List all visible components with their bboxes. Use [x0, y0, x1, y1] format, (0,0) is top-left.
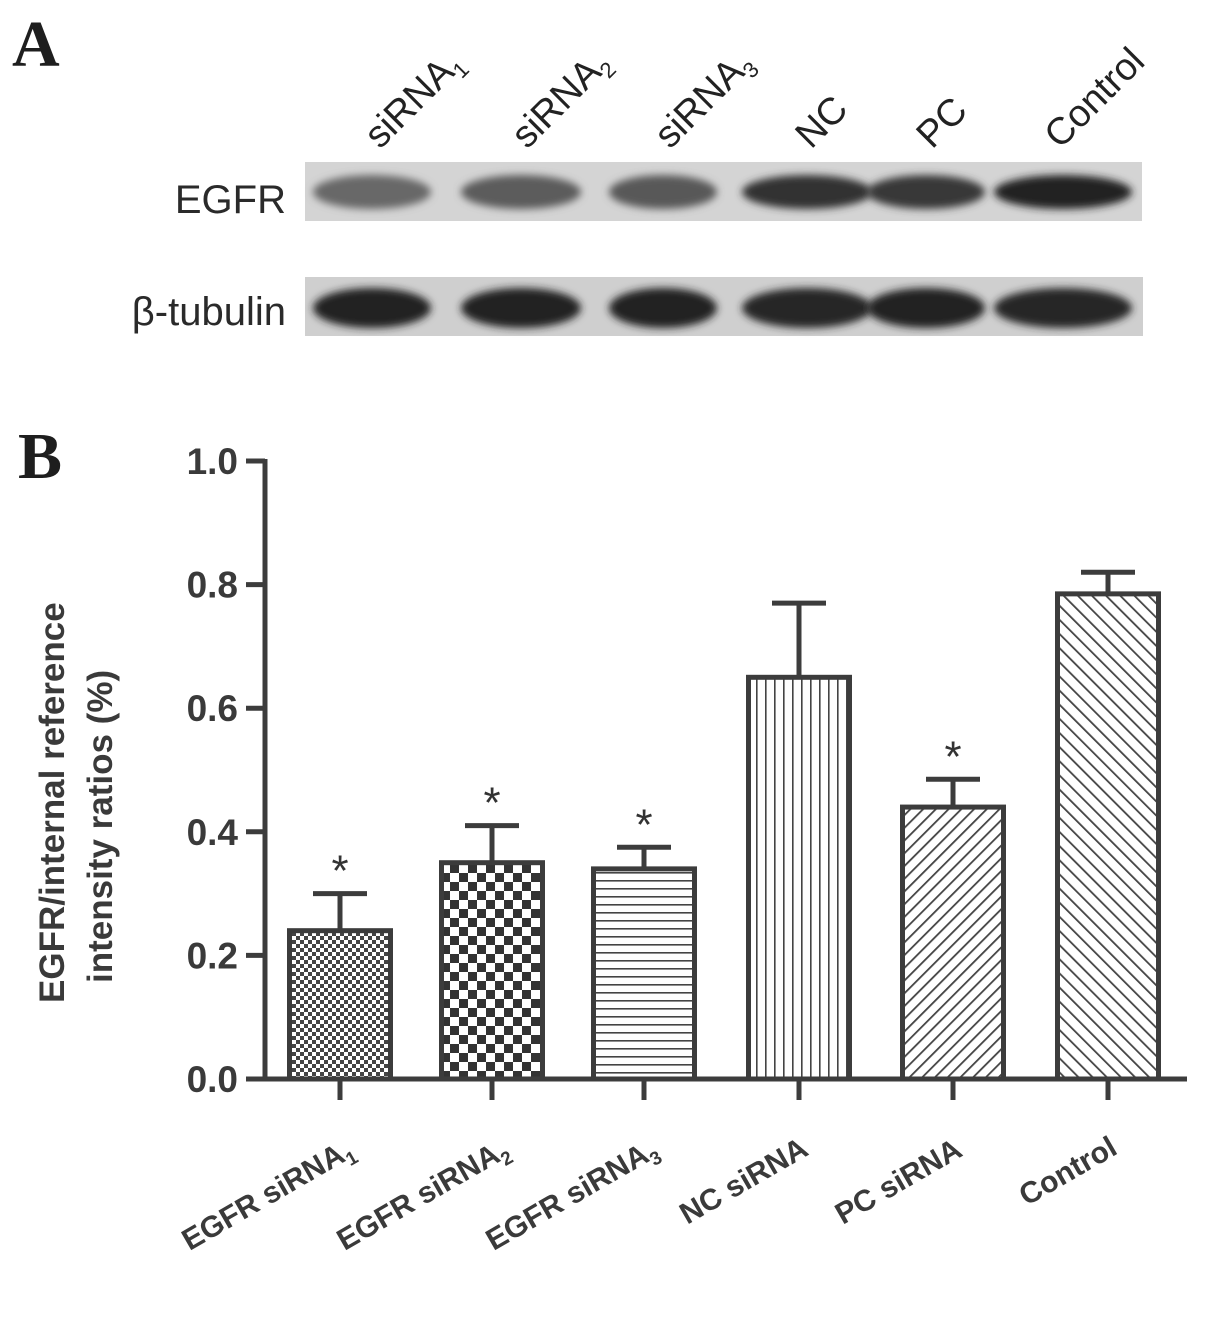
blot-band	[867, 175, 985, 209]
y-tick-label: 0.8	[187, 565, 238, 606]
blot-band	[609, 288, 717, 328]
panel-b-letter: B	[18, 420, 62, 493]
lane-label: siRNA1	[357, 42, 474, 159]
panel-a-letter: A	[12, 8, 60, 81]
bar	[287, 928, 393, 1082]
significance-marker: *	[483, 779, 500, 828]
category-label: EGFR siRNA1	[176, 1132, 362, 1261]
blot-band	[742, 175, 872, 209]
lane-label: siRNA3	[647, 42, 764, 159]
egfr-row-label: EGFR	[175, 178, 286, 222]
category-label: NC siRNA	[674, 1131, 813, 1230]
lane-label: NC	[788, 88, 857, 157]
tubulin-row-label: β-tubulin	[132, 290, 286, 334]
bar	[1055, 591, 1161, 1082]
bar	[439, 860, 545, 1082]
bar	[591, 866, 697, 1082]
blot-band	[994, 288, 1132, 328]
y-tick-label: 0.6	[187, 688, 238, 729]
bars: * * * *	[287, 569, 1161, 1082]
significance-marker: *	[331, 847, 348, 896]
significance-marker: *	[944, 732, 961, 781]
lane-label: PC	[909, 89, 976, 156]
tubulin-blot-row: β-tubulin	[132, 277, 1143, 336]
blot-band	[313, 288, 431, 328]
lane-label: siRNA2	[504, 42, 621, 159]
category-label: Control	[1014, 1130, 1123, 1212]
blot-band	[742, 288, 872, 328]
egfr-blot-row: EGFR	[175, 162, 1142, 222]
y-axis-label-line-1: EGFR/internal reference	[33, 602, 72, 1003]
bar	[900, 804, 1006, 1082]
blot-band	[313, 175, 431, 209]
blot-band	[461, 175, 581, 209]
y-tick-label: 1.0	[187, 441, 238, 482]
lane-labels: siRNA1 siRNA2 siRNA3 NC PC Control	[357, 40, 1153, 159]
y-tick-label: 0.2	[187, 935, 238, 976]
bar	[746, 674, 852, 1082]
y-tick-label: 0.4	[187, 812, 239, 853]
category-label: PC siRNA	[830, 1132, 968, 1231]
x-axis	[263, 1076, 1187, 1100]
lane-label: Control	[1037, 40, 1153, 156]
blot-band	[867, 288, 985, 328]
y-axis: 0.0 0.2 0.4 0.6 0.8 1.0	[187, 441, 268, 1100]
y-tick-label: 0.0	[187, 1059, 238, 1100]
blot-band	[994, 175, 1132, 209]
y-axis-label-line-2: intensity ratios (%)	[81, 670, 120, 983]
y-axis-label: EGFR/internal reference intensity ratios…	[33, 602, 120, 1003]
significance-marker: *	[635, 800, 652, 849]
blot-band	[461, 288, 581, 328]
blot-band	[609, 175, 717, 209]
